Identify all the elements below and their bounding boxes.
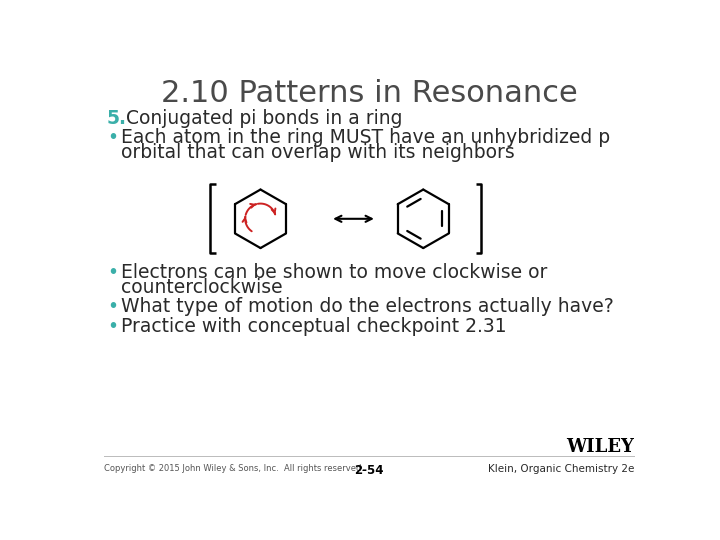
- Text: orbital that can overlap with its neighbors: orbital that can overlap with its neighb…: [121, 143, 515, 163]
- Text: 2.10 Patterns in Resonance: 2.10 Patterns in Resonance: [161, 79, 577, 107]
- Text: 5.: 5.: [107, 110, 127, 129]
- Text: •: •: [107, 128, 118, 147]
- Text: counterclockwise: counterclockwise: [121, 278, 283, 297]
- Text: WILEY: WILEY: [566, 438, 634, 456]
- Text: Practice with conceptual checkpoint 2.31: Practice with conceptual checkpoint 2.31: [121, 316, 507, 335]
- Text: Copyright © 2015 John Wiley & Sons, Inc.  All rights reserved.: Copyright © 2015 John Wiley & Sons, Inc.…: [104, 464, 364, 472]
- Text: •: •: [107, 298, 118, 316]
- Text: 2-54: 2-54: [354, 464, 384, 477]
- Text: Each atom in the ring MUST have an unhybridized p: Each atom in the ring MUST have an unhyb…: [121, 128, 610, 147]
- Text: Electrons can be shown to move clockwise or: Electrons can be shown to move clockwise…: [121, 262, 547, 282]
- Text: What type of motion do the electrons actually have?: What type of motion do the electrons act…: [121, 298, 613, 316]
- Text: •: •: [107, 316, 118, 335]
- Text: •: •: [107, 262, 118, 282]
- Text: Conjugated pi bonds in a ring: Conjugated pi bonds in a ring: [126, 110, 402, 129]
- Text: Klein, Organic Chemistry 2e: Klein, Organic Chemistry 2e: [487, 464, 634, 474]
